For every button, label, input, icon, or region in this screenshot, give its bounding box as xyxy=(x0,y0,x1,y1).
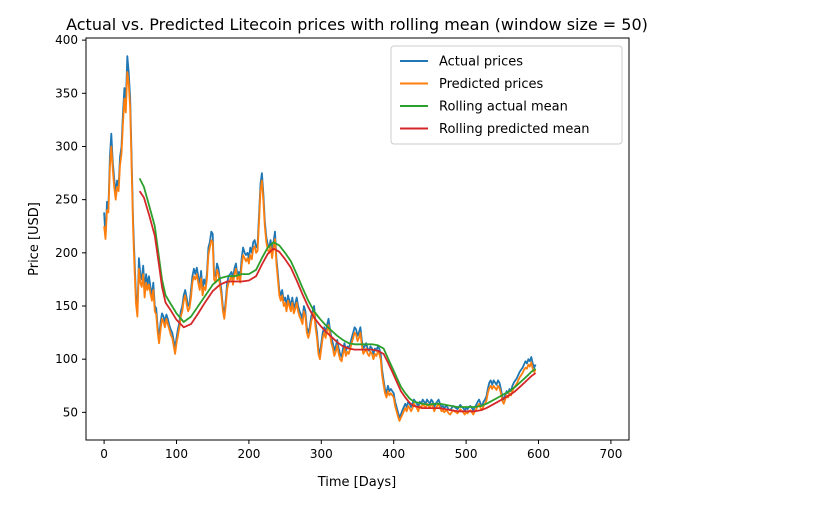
x-tick-label: 600 xyxy=(527,447,550,461)
x-tick-label: 100 xyxy=(165,447,188,461)
y-tick-label: 150 xyxy=(55,299,78,313)
y-tick-label: 100 xyxy=(55,352,78,366)
x-tick-label: 0 xyxy=(100,447,108,461)
plot-frame xyxy=(85,37,630,441)
x-tick-label: 700 xyxy=(599,447,622,461)
x-tick-label: 200 xyxy=(237,447,260,461)
y-tick-label: 300 xyxy=(55,139,78,153)
y-axis-ticks: 50 100 150 200 250 300 350 400 xyxy=(55,33,86,419)
legend-label-3: Rolling predicted mean xyxy=(439,122,590,137)
legend: Actual prices Predicted prices Rolling act… xyxy=(390,45,623,145)
x-tick-label: 300 xyxy=(310,447,333,461)
x-tick-label: 500 xyxy=(455,447,478,461)
plot-area xyxy=(85,37,630,441)
x-tick-label: 400 xyxy=(382,447,405,461)
legend-label-1: Predicted prices xyxy=(439,77,544,92)
series-layer xyxy=(103,55,537,422)
y-tick-label: 50 xyxy=(63,405,78,419)
series-line-2 xyxy=(138,177,537,408)
chart-title: Actual vs. Predicted Litecoin prices wit… xyxy=(66,15,648,34)
legend-label-0: Actual prices xyxy=(439,55,523,70)
y-tick-label: 350 xyxy=(55,86,78,100)
x-axis-label: Time [Days] xyxy=(317,475,397,490)
series-line-3 xyxy=(138,190,537,413)
y-tick-label: 400 xyxy=(55,33,78,47)
legend-box xyxy=(390,45,623,145)
series-line-1 xyxy=(103,71,537,422)
x-axis-ticks: 0 100 200 300 400 500 600 700 xyxy=(100,440,622,461)
legend-label-2: Rolling actual mean xyxy=(439,100,568,115)
y-tick-label: 200 xyxy=(55,246,78,260)
y-axis-label: Price [USD] xyxy=(27,202,42,276)
y-tick-label: 250 xyxy=(55,193,78,207)
